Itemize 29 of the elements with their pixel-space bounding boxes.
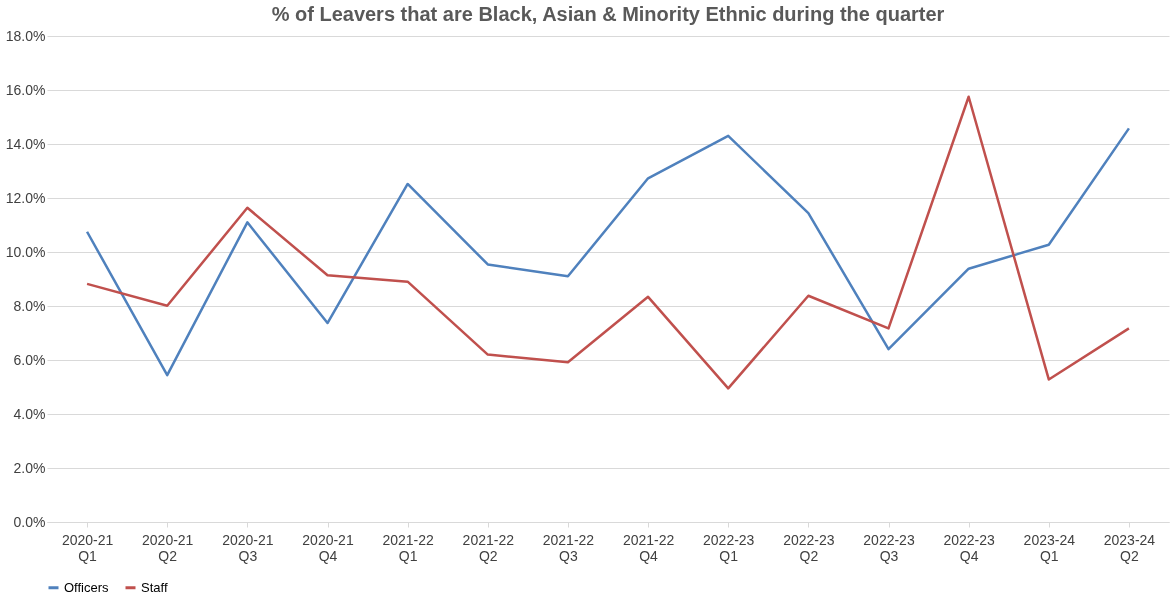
y-tick-label: 8.0%	[13, 297, 46, 314]
y-tick-label: 16.0%	[5, 81, 46, 98]
x-tick-label: 2021-22 Q2	[462, 531, 515, 564]
x-tick-label: 2020-21 Q3	[222, 531, 274, 564]
y-tick-label: 10.0%	[5, 243, 46, 260]
x-tick-label: 2020-21 Q2	[142, 531, 194, 564]
x-tick-label: 2022-23 Q2	[783, 531, 835, 564]
y-tick-label: 4.0%	[13, 405, 46, 422]
y-tick-label: 14.0%	[5, 135, 46, 152]
y-tick-label: 2.0%	[13, 459, 46, 476]
legend-label: Officers	[64, 579, 110, 595]
x-tick-label: 2021-22 Q3	[542, 531, 595, 564]
x-tick-label: 2021-22 Q1	[382, 531, 435, 564]
x-tick-label: 2023-24 Q1	[1023, 531, 1076, 564]
x-tick-label: 2022-23 Q4	[943, 531, 996, 564]
y-tick-label: 12.0%	[5, 189, 46, 206]
x-tick-label: 2022-23 Q1	[703, 531, 755, 564]
x-tick-label: 2020-21 Q1	[61, 531, 114, 564]
line-series	[85, 127, 1131, 377]
x-tick-label: 2021-22 Q4	[622, 531, 675, 564]
chart-title: % of Leavers that are Black, Asian & Minority Ethnic during the quarter	[271, 3, 945, 25]
x-tick-label: 2022-23 Q3	[863, 531, 915, 564]
y-tick-label: 6.0%	[13, 351, 46, 368]
x-tick-label: 2020-21 Q4	[302, 531, 354, 564]
x-tick-label: 2023-24 Q2	[1103, 531, 1156, 564]
legend-label: Staff	[141, 579, 168, 595]
y-tick-label: 0.0%	[13, 513, 46, 530]
y-tick-label: 18.0%	[5, 27, 46, 44]
line-series	[85, 95, 1131, 390]
